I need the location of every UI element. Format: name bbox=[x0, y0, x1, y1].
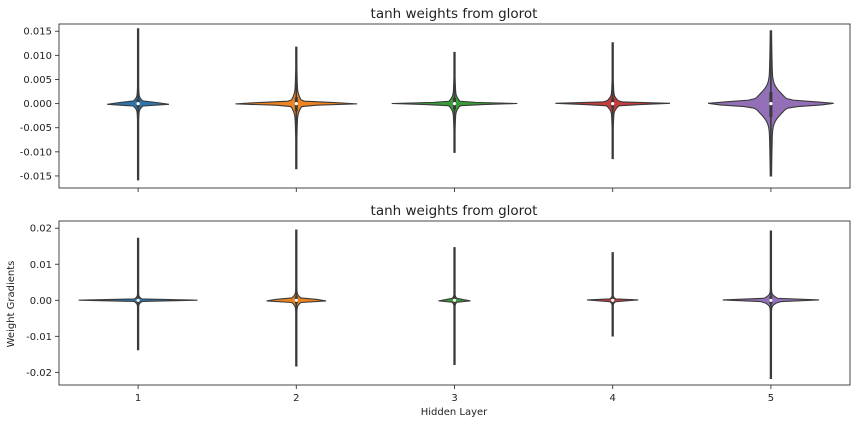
bottom-x-tick-label: 4 bbox=[610, 393, 616, 404]
bottom-violin-median bbox=[611, 298, 615, 302]
top-y-tick-label: -0.005 bbox=[20, 123, 52, 134]
top-chart-title: tanh weights from glorot bbox=[371, 6, 538, 22]
bottom-x-tick-label: 5 bbox=[768, 393, 774, 404]
bottom-chart-title: tanh weights from glorot bbox=[371, 203, 538, 219]
chart-layer: 0.0150.0100.0050.000-0.005-0.010-0.0150.… bbox=[20, 23, 851, 404]
top-violin-median bbox=[294, 101, 298, 106]
bottom-y-tick-label: 0.02 bbox=[30, 224, 52, 235]
bottom-y-tick-label: 0.01 bbox=[30, 260, 52, 271]
bottom-violin-median bbox=[769, 298, 773, 302]
top-violin-median bbox=[452, 101, 457, 106]
bottom-x-tick-label: 3 bbox=[451, 393, 457, 404]
bottom-violin-median bbox=[452, 298, 457, 302]
top-y-tick-label: 0.005 bbox=[23, 75, 52, 86]
top-y-tick-label: 0.015 bbox=[23, 27, 52, 38]
top-violin-median bbox=[769, 101, 773, 106]
top-violin-median bbox=[136, 101, 140, 106]
x-axis-label: Hidden Layer bbox=[421, 407, 488, 418]
top-y-tick-label: 0.010 bbox=[23, 51, 52, 62]
bottom-x-tick-label: 1 bbox=[135, 393, 141, 404]
top-y-tick-label: -0.015 bbox=[20, 171, 52, 182]
bottom-y-tick-label: -0.02 bbox=[26, 368, 52, 379]
top-violin-median bbox=[611, 101, 615, 106]
top-y-tick-label: -0.010 bbox=[20, 147, 52, 158]
bottom-violin-median bbox=[294, 298, 298, 302]
top-y-tick-label: 0.000 bbox=[23, 99, 52, 110]
bottom-violin-median bbox=[136, 298, 140, 302]
y-axis-label: Weight Gradients bbox=[6, 261, 17, 348]
bottom-y-tick-label: -0.01 bbox=[26, 332, 52, 343]
bottom-y-tick-label: 0.00 bbox=[30, 296, 52, 307]
bottom-x-tick-label: 2 bbox=[293, 393, 299, 404]
